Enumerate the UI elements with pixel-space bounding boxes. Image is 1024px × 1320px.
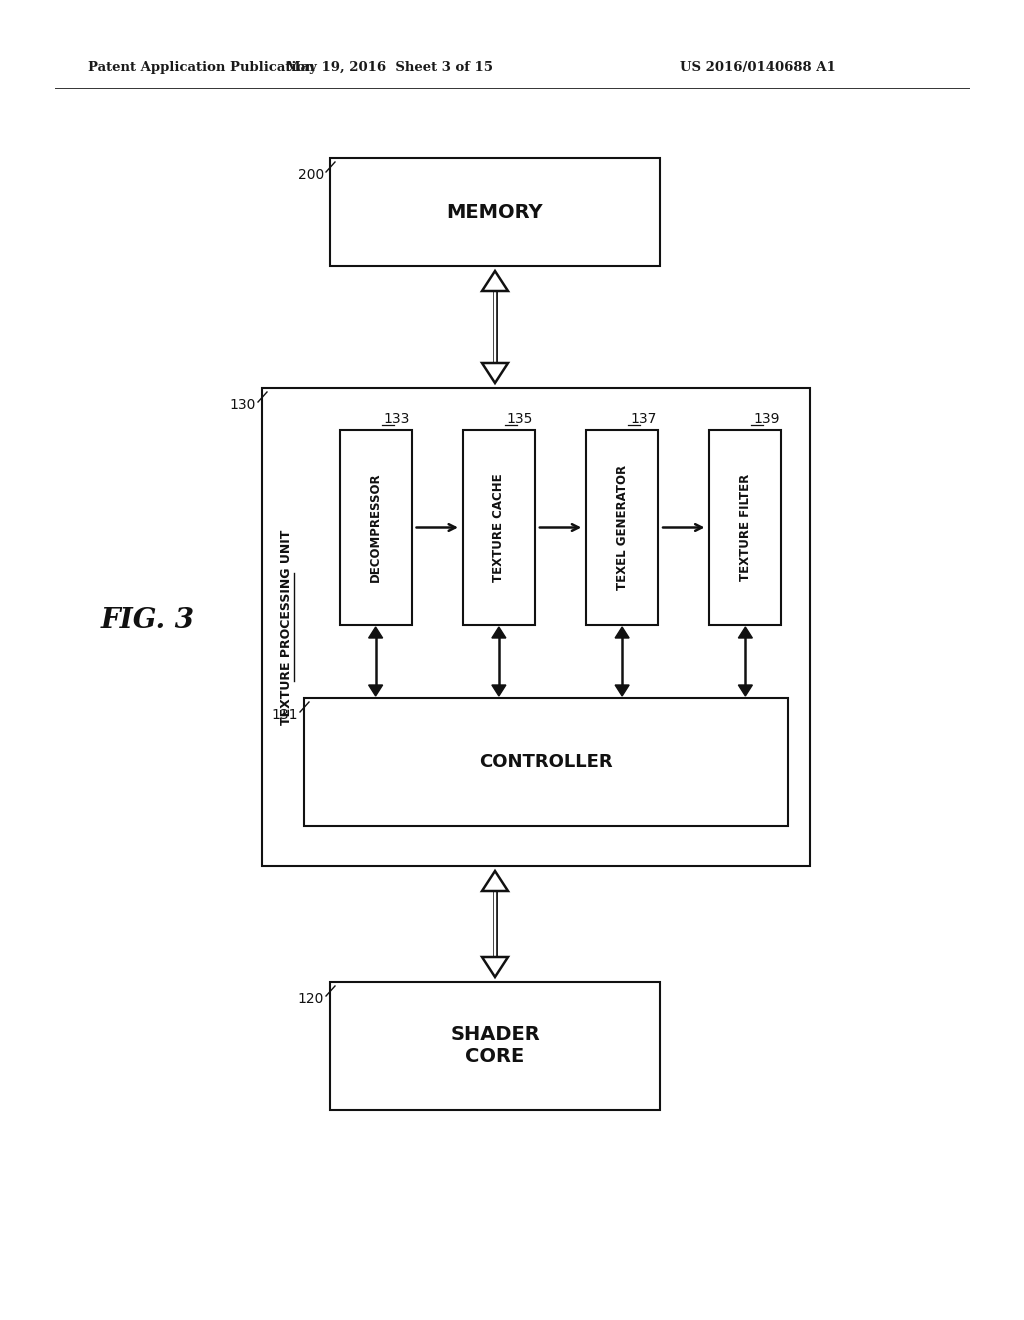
Text: DECOMPRESSOR: DECOMPRESSOR <box>369 473 382 582</box>
Text: 131: 131 <box>271 708 298 722</box>
Text: US 2016/0140688 A1: US 2016/0140688 A1 <box>680 62 836 74</box>
Bar <box>262 388 810 866</box>
Text: TEXEL GENERATOR: TEXEL GENERATOR <box>615 465 629 590</box>
Polygon shape <box>482 363 508 383</box>
Bar <box>463 430 535 624</box>
Polygon shape <box>492 685 506 696</box>
Text: SHADER
CORE: SHADER CORE <box>451 1026 540 1067</box>
Polygon shape <box>615 685 629 696</box>
Bar <box>586 430 658 624</box>
Text: TEXTURE PROCESSING UNIT: TEXTURE PROCESSING UNIT <box>280 529 293 725</box>
Polygon shape <box>369 685 383 696</box>
Bar <box>710 430 781 624</box>
Text: 130: 130 <box>229 399 256 412</box>
Text: 133: 133 <box>384 412 410 426</box>
Text: 139: 139 <box>754 412 780 426</box>
Polygon shape <box>482 957 508 977</box>
Polygon shape <box>738 627 753 638</box>
Bar <box>304 698 788 826</box>
Text: 200: 200 <box>298 168 324 182</box>
Polygon shape <box>492 627 506 638</box>
Polygon shape <box>482 271 508 290</box>
Text: FIG. 3: FIG. 3 <box>101 606 195 634</box>
Bar <box>330 158 660 267</box>
Polygon shape <box>369 627 383 638</box>
Text: TEXTURE FILTER: TEXTURE FILTER <box>739 474 752 581</box>
Text: 137: 137 <box>630 412 656 426</box>
Text: CONTROLLER: CONTROLLER <box>479 752 612 771</box>
Polygon shape <box>482 871 508 891</box>
Text: 135: 135 <box>507 412 534 426</box>
Polygon shape <box>738 685 753 696</box>
Text: 120: 120 <box>298 993 324 1006</box>
Bar <box>340 430 412 624</box>
Bar <box>330 982 660 1110</box>
Text: Patent Application Publication: Patent Application Publication <box>88 62 314 74</box>
Text: MEMORY: MEMORY <box>446 202 544 222</box>
Text: TEXTURE CACHE: TEXTURE CACHE <box>493 473 506 582</box>
Polygon shape <box>615 627 629 638</box>
Text: May 19, 2016  Sheet 3 of 15: May 19, 2016 Sheet 3 of 15 <box>287 62 494 74</box>
